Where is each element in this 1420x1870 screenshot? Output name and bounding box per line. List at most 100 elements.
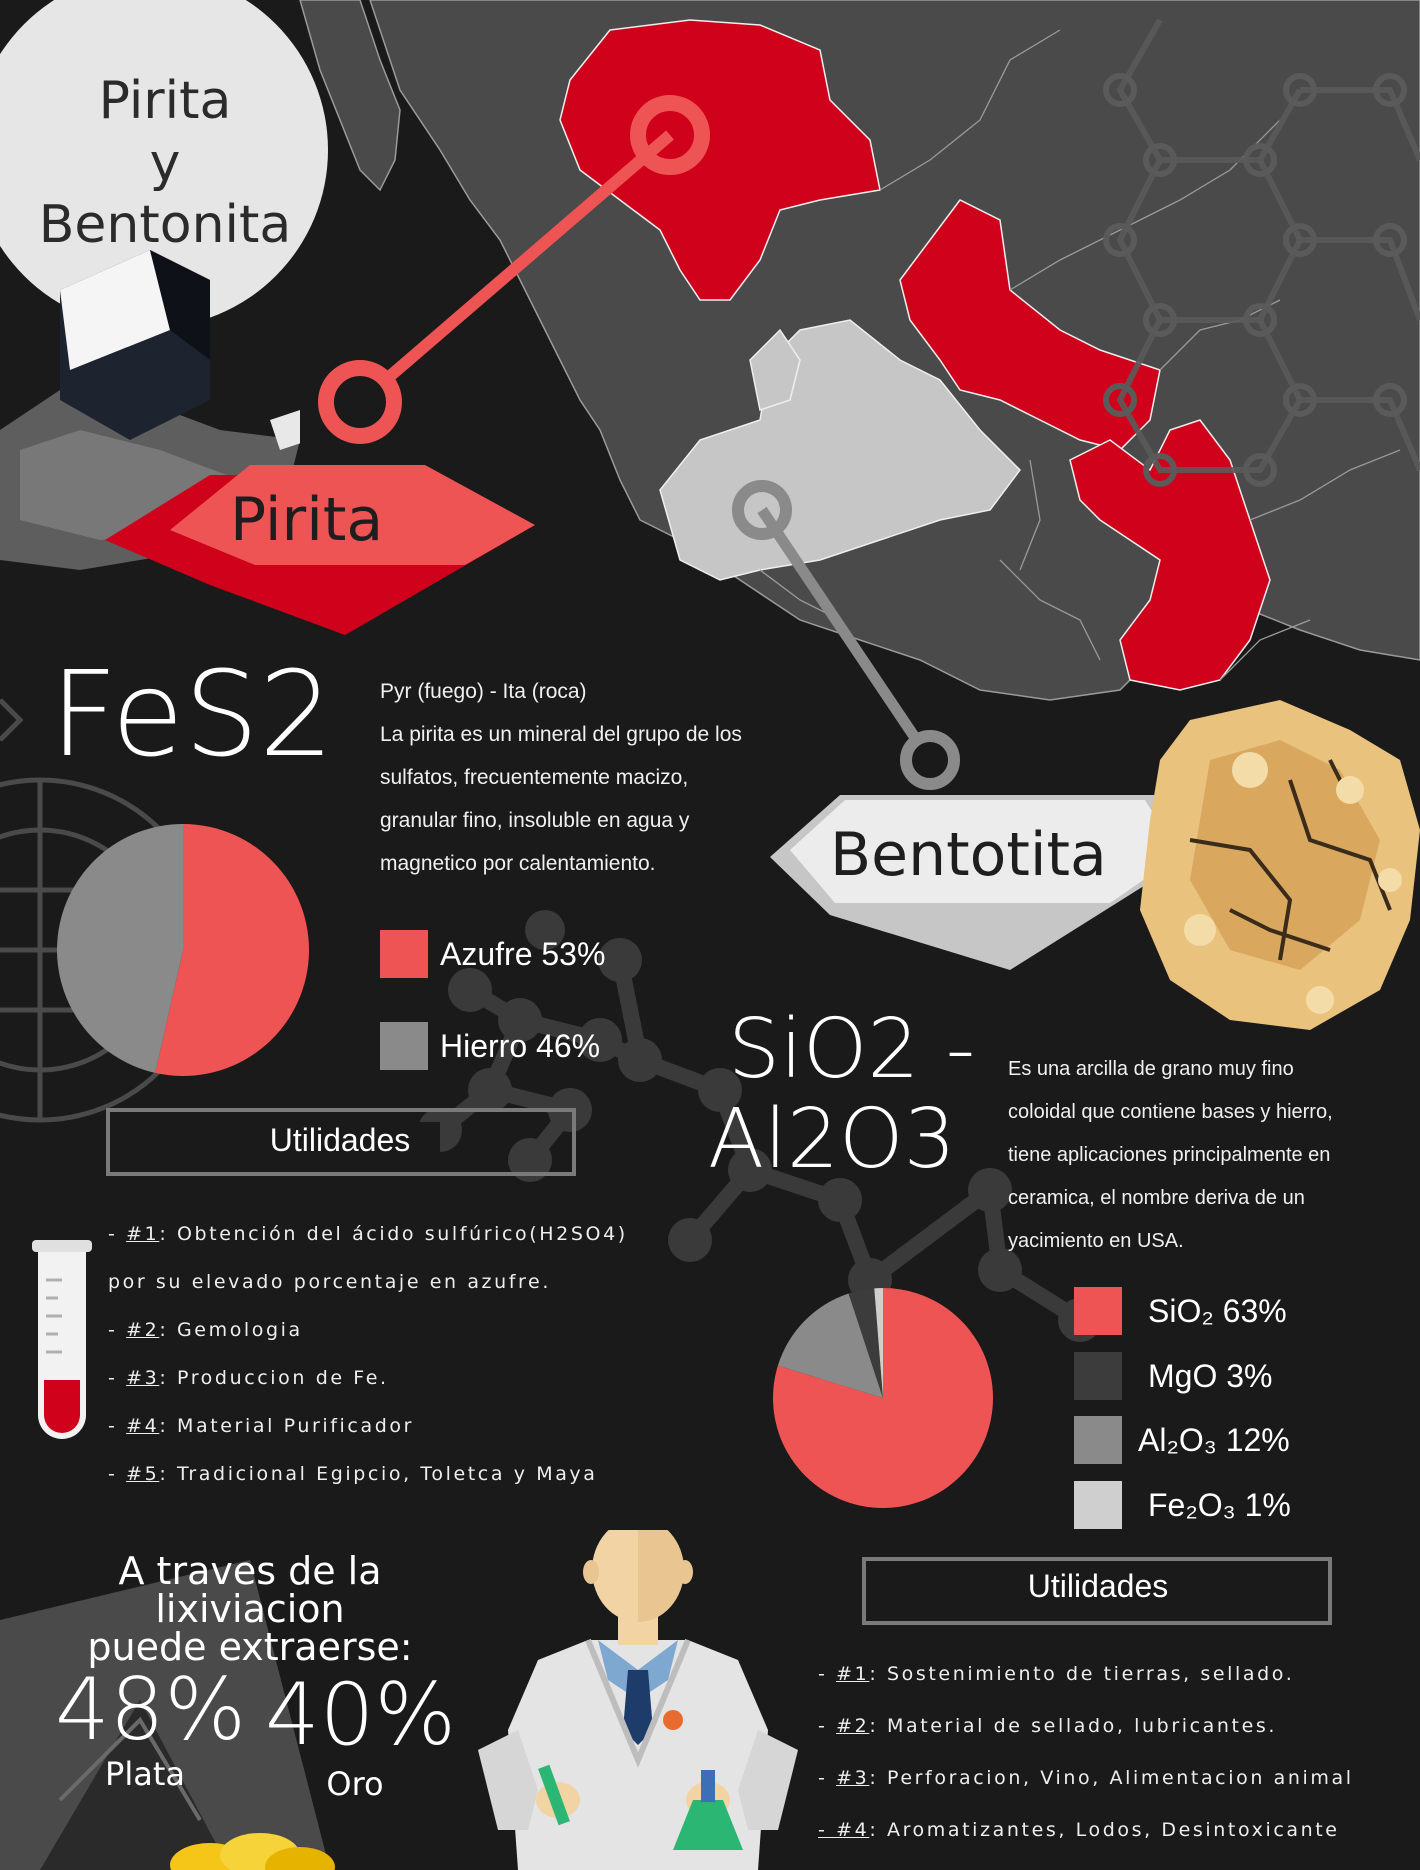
- heading-line-1: A traves de la lixiviacion: [118, 1549, 382, 1631]
- item-text: : Material Purificador: [159, 1415, 415, 1437]
- bentonita-desc-line: Es una arcilla de grano muy fino: [1008, 1058, 1294, 1080]
- item-text: : Tradicional Egipcio, Toletca y Maya: [159, 1463, 598, 1485]
- plata-percentage: 48%: [55, 1660, 247, 1760]
- title-line-1: Pirita: [98, 71, 232, 131]
- leaf-ornament: [0, 1560, 330, 1870]
- item-text: : Sostenimiento de tierras, sellado.: [869, 1663, 1295, 1685]
- oro-label: Oro: [326, 1765, 384, 1803]
- pirita-description: Pyr (fuego) - Ita (roca) La pirita es un…: [380, 670, 742, 885]
- test-tube-icon: [32, 1240, 92, 1439]
- pirita-utilidades-box: [106, 1108, 576, 1176]
- legend-label: Al₂O₃ 12%: [1138, 1421, 1290, 1458]
- pirita-utilidades-title: Utilidades: [240, 1122, 440, 1159]
- list-item: - #2: Material de sellado, lubricantes.: [818, 1715, 1278, 1737]
- heading-line-2: puede extraerse:: [87, 1625, 413, 1669]
- item-text: : Perforacion, Vino, Alimentacion animal: [869, 1767, 1354, 1789]
- page-title: Pirita y Bentonita: [0, 70, 330, 256]
- item-number: #4: [836, 1819, 870, 1841]
- pirita-map-connector: [318, 95, 710, 444]
- bentonita-legend-al2o3: Al₂O₃ 12%: [1074, 1416, 1290, 1464]
- bentonita-desc-line: tiene aplicaciones principalmente en: [1008, 1144, 1331, 1166]
- oro-percentage: 40%: [265, 1665, 457, 1765]
- item-number: #1: [126, 1223, 160, 1245]
- scientist-illustration: [478, 1530, 798, 1870]
- plata-label: Plata: [105, 1755, 185, 1793]
- formula-line-2: Al2O3: [708, 1092, 956, 1187]
- list-item: - #1: Sostenimiento de tierras, sellado.: [818, 1663, 1295, 1685]
- item-text: : Aromatizantes, Lodos, Desintoxicante: [869, 1819, 1340, 1841]
- pirita-desc-line: magnetico por calentamiento.: [380, 852, 656, 875]
- legend-label: SiO₂ 63%: [1148, 1292, 1287, 1329]
- legend-swatch: [1074, 1481, 1122, 1529]
- item-number: #3: [836, 1767, 870, 1789]
- pirita-desc-line: La pirita es un mineral del grupo de los: [380, 723, 742, 746]
- pirita-formula: FeS2: [50, 645, 334, 783]
- bentonita-legend-mgo: MgO 3%: [1074, 1352, 1272, 1400]
- item-text: : Gemologia: [159, 1319, 303, 1341]
- pirita-desc-line: granular fino, insoluble en agua y: [380, 809, 690, 832]
- pie-slice-hierro: [56, 824, 183, 1073]
- list-item: por su elevado porcentaje en azufre.: [108, 1258, 628, 1306]
- pirita-banner-shape: [105, 465, 535, 635]
- list-item: - #3: Produccion de Fe.: [108, 1367, 389, 1389]
- item-number: #3: [126, 1367, 160, 1389]
- item-text: : Obtención del ácido sulfúrico(H2SO4): [159, 1223, 628, 1245]
- title-line-2: y: [149, 133, 181, 193]
- item-number: #2: [836, 1715, 870, 1737]
- list-item: - #4: Material Purificador: [108, 1415, 415, 1437]
- list-item: - #2: Gemologia: [108, 1319, 303, 1341]
- legend-swatch: [380, 1022, 428, 1070]
- bentonita-formula: SiO2 - Al2O3: [708, 1005, 975, 1185]
- bentonita-banner-shape: [770, 795, 1190, 970]
- bentonita-legend-fe2o3: Fe₂O₃ 1%: [1074, 1481, 1291, 1529]
- bentonita-map-connector: [732, 480, 960, 790]
- pirita-desc-line: sulfatos, frecuentemente macizo,: [380, 766, 689, 789]
- item-number: #1: [836, 1663, 870, 1685]
- bentonita-utilidades-list: - #1: Sostenimiento de tierras, sellado.…: [818, 1648, 1354, 1856]
- hexagon-network: [1116, 18, 1420, 473]
- bentonita-description: Es una arcilla de grano muy fino coloida…: [1008, 1048, 1333, 1263]
- pie-slice-mgo: [848, 1288, 883, 1398]
- legend-label: Azufre 53%: [440, 935, 606, 972]
- pirita-pie-chart: [56, 824, 309, 1076]
- bentonita-utilidades-box: [862, 1557, 1332, 1625]
- pirita-banner-label: Pirita: [230, 485, 384, 555]
- bentonite-clay-image: [1140, 700, 1420, 1030]
- title-circle: [0, 0, 328, 328]
- legend-label: Hierro 46%: [440, 1027, 601, 1064]
- list-item: - #5: Tradicional Egipcio, Toletca y May…: [108, 1463, 598, 1485]
- bentonita-desc-line: yacimiento en USA.: [1008, 1230, 1184, 1252]
- list-item: - #1: Obtención del ácido sulfúrico(H2SO…: [108, 1223, 628, 1245]
- legend-swatch: [1074, 1287, 1122, 1335]
- pirita-utilidades-list: - #1: Obtención del ácido sulfúrico(H2SO…: [108, 1210, 628, 1498]
- lixiviacion-heading: A traves de la lixiviacion puede extraer…: [20, 1552, 480, 1666]
- item-text: : Material de sellado, lubricantes.: [869, 1715, 1278, 1737]
- pirita-etymology: Pyr (fuego) - Ita (roca): [380, 680, 587, 703]
- pie-slice-al₂o₃: [777, 1293, 883, 1398]
- list-item: - #4: Aromatizantes, Lodos, Desintoxican…: [818, 1819, 1340, 1841]
- title-line-3: Bentonita: [38, 195, 292, 255]
- item-number: #2: [126, 1319, 160, 1341]
- list-item: - #3: Perforacion, Vino, Alimentacion an…: [818, 1767, 1354, 1789]
- bentonita-pie-chart: [773, 1288, 993, 1508]
- legend-label: Fe₂O₃ 1%: [1148, 1486, 1291, 1523]
- item-number: #5: [126, 1463, 160, 1485]
- item-number: #4: [126, 1415, 160, 1437]
- item-text: por su elevado porcentaje en azufre.: [108, 1271, 551, 1293]
- bentonita-legend-sio2: SiO₂ 63%: [1074, 1287, 1287, 1335]
- bentonita-banner-label: Bentotita: [830, 820, 1107, 890]
- bentonita-desc-line: ceramica, el nombre deriva de un: [1008, 1187, 1305, 1209]
- pie-slice-fe₂o₃: [874, 1288, 883, 1398]
- bentonita-desc-line: coloidal que contiene bases y hierro,: [1008, 1101, 1333, 1123]
- pirita-legend-hierro: Hierro 46%: [380, 1022, 600, 1070]
- gold-coins-icon: [170, 1833, 335, 1870]
- legend-swatch: [380, 930, 428, 978]
- pie-slice-azufre: [155, 824, 309, 1076]
- bentonita-utilidades-title: Utilidades: [998, 1568, 1198, 1605]
- legend-label: MgO 3%: [1148, 1357, 1273, 1394]
- legend-swatch: [1074, 1352, 1122, 1400]
- formula-line-1: SiO2 -: [728, 1002, 976, 1097]
- legend-swatch: [1074, 1416, 1122, 1464]
- item-text: : Produccion de Fe.: [159, 1367, 389, 1389]
- pirita-legend-azufre: Azufre 53%: [380, 930, 605, 978]
